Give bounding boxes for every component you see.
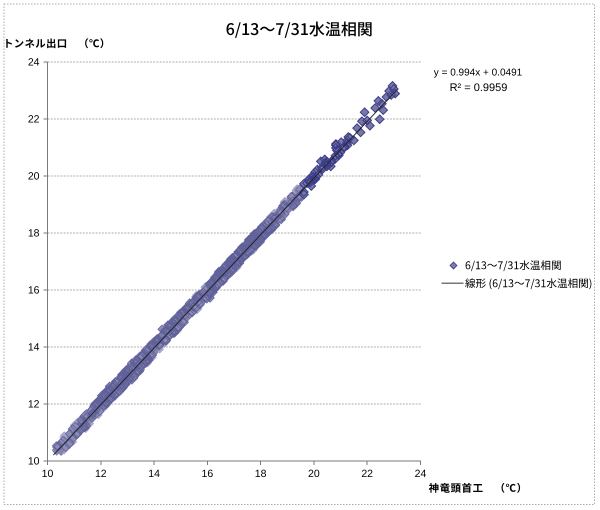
svg-text:20: 20 bbox=[308, 468, 320, 480]
svg-text:20: 20 bbox=[28, 171, 40, 183]
svg-text:22: 22 bbox=[28, 114, 40, 126]
svg-text:y = 0.994x + 0.0491: y = 0.994x + 0.0491 bbox=[434, 67, 523, 78]
svg-text:16: 16 bbox=[28, 285, 40, 297]
svg-text:24: 24 bbox=[415, 468, 427, 480]
svg-text:12: 12 bbox=[28, 399, 40, 411]
svg-text:R² = 0.9959: R² = 0.9959 bbox=[450, 82, 508, 94]
svg-text:18: 18 bbox=[255, 468, 267, 480]
svg-text:18: 18 bbox=[28, 228, 40, 240]
svg-text:14: 14 bbox=[148, 468, 160, 480]
svg-text:22: 22 bbox=[361, 468, 373, 480]
svg-text:10: 10 bbox=[28, 456, 40, 468]
svg-text:24: 24 bbox=[28, 57, 40, 69]
svg-text:10: 10 bbox=[42, 468, 54, 480]
svg-text:14: 14 bbox=[28, 342, 40, 354]
svg-text:16: 16 bbox=[202, 468, 214, 480]
svg-text:12: 12 bbox=[95, 468, 107, 480]
